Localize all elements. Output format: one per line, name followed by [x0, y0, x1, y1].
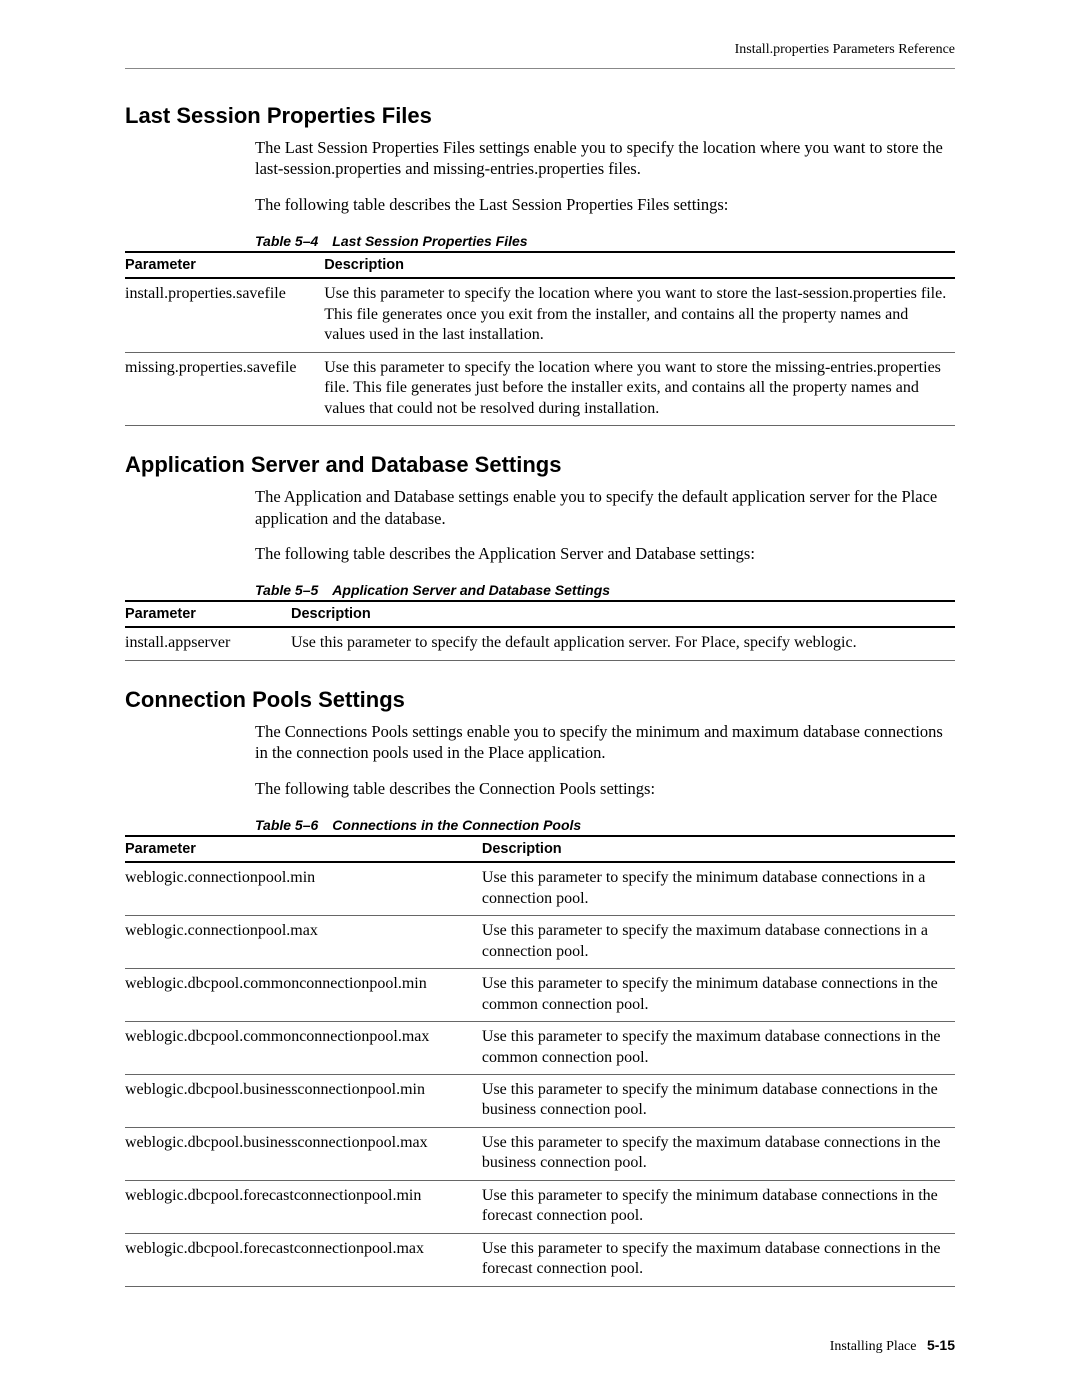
- table-row: install.appserver Use this parameter to …: [125, 627, 955, 660]
- param-cell: weblogic.dbcpool.businessconnectionpool.…: [125, 1074, 482, 1127]
- body-paragraph: The following table describes the Applic…: [255, 543, 955, 564]
- table-header-description: Description: [482, 836, 955, 862]
- table-header-parameter: Parameter: [125, 836, 482, 862]
- desc-cell: Use this parameter to specify the locati…: [324, 352, 955, 425]
- param-cell: weblogic.connectionpool.min: [125, 862, 482, 915]
- table-caption: Table 5–6 Connections in the Connection …: [255, 817, 955, 833]
- body-paragraph: The Connections Pools settings enable yo…: [255, 721, 955, 764]
- desc-cell: Use this parameter to specify the maximu…: [482, 916, 955, 969]
- table-caption: Table 5–4 Last Session Properties Files: [255, 233, 955, 249]
- body-paragraph: The Last Session Properties Files settin…: [255, 137, 955, 180]
- desc-cell: Use this parameter to specify the locati…: [324, 278, 955, 352]
- table-header-description: Description: [324, 252, 955, 278]
- table-row: weblogic.dbcpool.businessconnectionpool.…: [125, 1127, 955, 1180]
- table-row: weblogic.dbcpool.forecastconnectionpool.…: [125, 1180, 955, 1233]
- table-row: install.properties.savefile Use this par…: [125, 278, 955, 352]
- param-cell: weblogic.dbcpool.businessconnectionpool.…: [125, 1127, 482, 1180]
- table-app-server: Parameter Description install.appserver …: [125, 600, 955, 660]
- param-cell: install.properties.savefile: [125, 278, 324, 352]
- body-paragraph: The following table describes the Connec…: [255, 778, 955, 799]
- param-cell: weblogic.dbcpool.commonconnectionpool.mi…: [125, 969, 482, 1022]
- table-header-parameter: Parameter: [125, 252, 324, 278]
- table-row: weblogic.dbcpool.commonconnectionpool.ma…: [125, 1022, 955, 1075]
- param-cell: install.appserver: [125, 627, 291, 660]
- section-heading-connection-pools: Connection Pools Settings: [125, 687, 955, 713]
- desc-cell: Use this parameter to specify the defaul…: [291, 627, 955, 660]
- table-header-parameter: Parameter: [125, 601, 291, 627]
- desc-cell: Use this parameter to specify the minimu…: [482, 969, 955, 1022]
- table-last-session: Parameter Description install.properties…: [125, 251, 955, 426]
- table-header-row: Parameter Description: [125, 836, 955, 862]
- footer-doc-title: Installing Place: [830, 1339, 917, 1354]
- param-cell: weblogic.dbcpool.forecastconnectionpool.…: [125, 1233, 482, 1286]
- table-header-description: Description: [291, 601, 955, 627]
- param-cell: weblogic.dbcpool.forecastconnectionpool.…: [125, 1180, 482, 1233]
- param-cell: missing.properties.savefile: [125, 352, 324, 425]
- page-footer: Installing Place 5-15: [830, 1337, 955, 1355]
- table-row: missing.properties.savefile Use this par…: [125, 352, 955, 425]
- desc-cell: Use this parameter to specify the minimu…: [482, 862, 955, 915]
- table-row: weblogic.dbcpool.businessconnectionpool.…: [125, 1074, 955, 1127]
- desc-cell: Use this parameter to specify the maximu…: [482, 1022, 955, 1075]
- section-heading-last-session: Last Session Properties Files: [125, 103, 955, 129]
- table-header-row: Parameter Description: [125, 601, 955, 627]
- page-header-breadcrumb: Install.properties Parameters Reference: [125, 42, 955, 69]
- table-row: weblogic.connectionpool.min Use this par…: [125, 862, 955, 915]
- table-connection-pools: Parameter Description weblogic.connectio…: [125, 835, 955, 1287]
- section-heading-app-server: Application Server and Database Settings: [125, 452, 955, 478]
- desc-cell: Use this parameter to specify the minimu…: [482, 1180, 955, 1233]
- footer-page-number: 5-15: [927, 1337, 955, 1353]
- table-row: weblogic.dbcpool.commonconnectionpool.mi…: [125, 969, 955, 1022]
- desc-cell: Use this parameter to specify the maximu…: [482, 1233, 955, 1286]
- table-header-row: Parameter Description: [125, 252, 955, 278]
- table-row: weblogic.connectionpool.max Use this par…: [125, 916, 955, 969]
- desc-cell: Use this parameter to specify the maximu…: [482, 1127, 955, 1180]
- body-paragraph: The Application and Database settings en…: [255, 486, 955, 529]
- param-cell: weblogic.dbcpool.commonconnectionpool.ma…: [125, 1022, 482, 1075]
- body-paragraph: The following table describes the Last S…: [255, 194, 955, 215]
- param-cell: weblogic.connectionpool.max: [125, 916, 482, 969]
- table-row: weblogic.dbcpool.forecastconnectionpool.…: [125, 1233, 955, 1286]
- desc-cell: Use this parameter to specify the minimu…: [482, 1074, 955, 1127]
- table-caption: Table 5–5 Application Server and Databas…: [255, 582, 955, 598]
